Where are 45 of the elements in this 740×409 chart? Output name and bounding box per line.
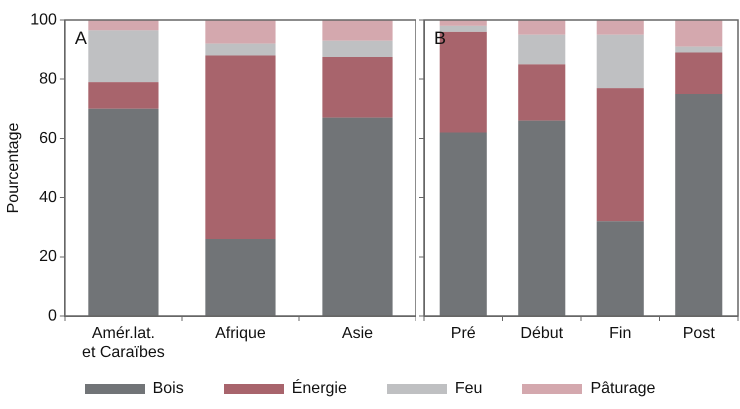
legend-label: Pâturage — [590, 380, 656, 398]
bar — [205, 56, 276, 240]
x-tick-label: Post — [682, 325, 716, 342]
bar — [596, 221, 644, 316]
x-tick-label: Pré — [450, 325, 476, 342]
x-tick-label: Asie — [342, 325, 374, 342]
bar — [205, 239, 276, 316]
x-tick-label: Fin — [609, 325, 632, 342]
bar — [440, 132, 487, 316]
bar — [596, 34, 644, 88]
legend-label: Feu — [454, 380, 482, 398]
bar — [88, 20, 159, 30]
bar — [675, 20, 722, 47]
bar — [596, 88, 644, 222]
y-tick-label: 100 — [30, 11, 57, 28]
x-tick-label: Amér.lat. et Caraïbes — [82, 325, 165, 362]
bar — [322, 118, 393, 316]
x-tick-label: Afrique — [215, 325, 266, 342]
legend-label: Bois — [152, 380, 184, 398]
y-tick-label: 40 — [39, 189, 57, 206]
annotation: A — [74, 28, 87, 48]
bar — [205, 20, 276, 44]
y-tick-label: 80 — [39, 70, 57, 88]
bar — [88, 82, 159, 109]
y-tick-label: 20 — [39, 248, 57, 266]
x-tick-label: Début — [520, 325, 564, 342]
bar — [675, 46, 722, 53]
bar — [518, 20, 566, 35]
bar — [518, 64, 566, 121]
bar — [675, 94, 722, 316]
bar — [675, 52, 722, 94]
bar — [205, 44, 276, 56]
bar — [88, 30, 159, 82]
bar — [518, 120, 566, 316]
y-axis-title: Pourcentage — [5, 122, 22, 214]
bar — [322, 40, 393, 57]
legend-label: Énergie — [292, 380, 347, 398]
bar — [88, 108, 159, 316]
bar — [322, 57, 393, 118]
y-tick-label: 0 — [48, 307, 57, 324]
bar — [518, 34, 566, 64]
bar — [322, 20, 393, 41]
bar — [596, 20, 644, 35]
bar — [440, 26, 487, 32]
y-tick-label: 60 — [39, 130, 57, 147]
